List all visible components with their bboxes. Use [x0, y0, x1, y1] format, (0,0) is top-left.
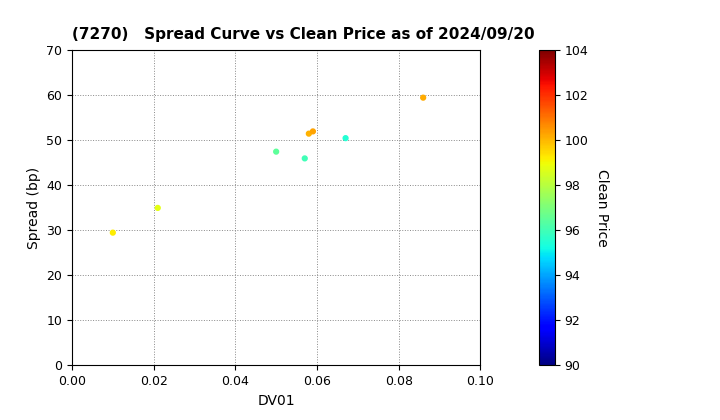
Point — [299, 155, 310, 162]
X-axis label: DV01: DV01 — [257, 394, 295, 408]
Point — [418, 94, 429, 101]
Y-axis label: Clean Price: Clean Price — [595, 169, 609, 247]
Text: (7270)   Spread Curve vs Clean Price as of 2024/09/20: (7270) Spread Curve vs Clean Price as of… — [72, 27, 535, 42]
Point — [152, 205, 163, 211]
Point — [107, 229, 119, 236]
Point — [303, 130, 315, 137]
Point — [271, 148, 282, 155]
Y-axis label: Spread (bp): Spread (bp) — [27, 167, 41, 249]
Point — [340, 135, 351, 142]
Point — [307, 128, 319, 135]
